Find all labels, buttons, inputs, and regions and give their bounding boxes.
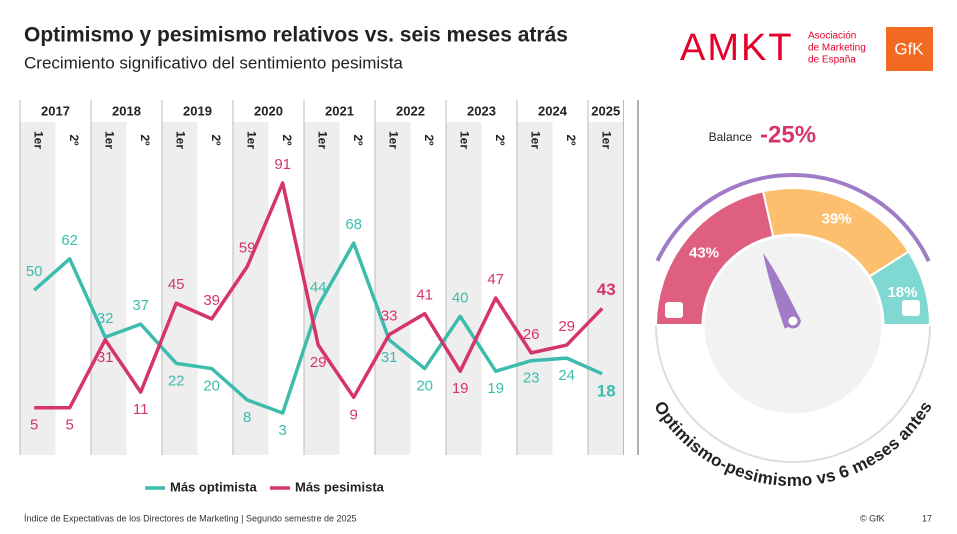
x-tick-label: 1er xyxy=(387,131,401,149)
legend-label: Más optimista xyxy=(170,479,257,494)
balance-value: -25% xyxy=(760,121,816,148)
data-label: 18 xyxy=(597,381,616,400)
x-tick-label: 2º xyxy=(422,134,436,146)
data-label: 39 xyxy=(203,292,220,309)
balance-title: Balance xyxy=(709,130,753,144)
segment-label: 43% xyxy=(689,245,719,262)
data-label: 62 xyxy=(61,232,78,249)
data-label: 20 xyxy=(203,378,220,395)
segment-label: 18% xyxy=(887,284,917,301)
data-label: 26 xyxy=(523,326,540,343)
group-label: 2021 xyxy=(325,103,354,118)
logo: AMKT xyxy=(680,27,794,69)
logo-text: de Marketing xyxy=(808,43,866,54)
data-label: 9 xyxy=(350,406,358,423)
footer-source: Índice de Expectativas de los Directores… xyxy=(24,513,357,523)
data-label: 47 xyxy=(487,271,504,288)
x-tick-label: 2º xyxy=(351,134,365,146)
gauge-frame xyxy=(655,324,931,463)
data-label: 22 xyxy=(168,372,185,389)
series-line xyxy=(34,181,604,410)
needle xyxy=(763,252,802,329)
data-label: 40 xyxy=(452,289,469,306)
data-label: 5 xyxy=(66,417,74,434)
data-label: 29 xyxy=(558,318,575,335)
subtitle: Crecimiento significativo del sentimient… xyxy=(24,53,403,72)
title: Optimismo y pesimismo relativos vs. seis… xyxy=(24,24,568,47)
data-label: 31 xyxy=(381,349,398,366)
column-shade xyxy=(446,122,482,455)
data-label: 59 xyxy=(239,240,256,257)
group-label: 2025 xyxy=(591,103,620,118)
column-shade xyxy=(162,122,198,455)
thumb-down xyxy=(665,302,683,318)
x-tick-label: 1er xyxy=(245,131,259,149)
group-label: 2023 xyxy=(467,103,496,118)
data-label: 91 xyxy=(274,156,291,173)
column-shade xyxy=(91,122,127,455)
data-label: 11 xyxy=(133,401,149,418)
x-tick-label: 1er xyxy=(458,131,472,149)
column-shade xyxy=(375,122,411,455)
x-tick-label: 1er xyxy=(529,131,543,149)
group-label: 2017 xyxy=(41,103,70,118)
data-label: 8 xyxy=(243,409,251,426)
column-shade xyxy=(304,122,340,455)
footer-copyright: © GfK xyxy=(860,513,885,523)
data-label: 3 xyxy=(279,422,287,439)
data-label: 45 xyxy=(168,276,185,293)
group-label: 2022 xyxy=(396,103,425,118)
data-label: 43 xyxy=(597,280,616,299)
x-tick-label: 2º xyxy=(138,134,152,146)
data-label: 44 xyxy=(310,279,327,296)
column-shade xyxy=(517,122,553,455)
x-tick-label: 2º xyxy=(209,134,223,146)
x-tick-label: 1er xyxy=(174,131,188,149)
gauge-chart: 43%39%18%Balance -25%Optimismo-pesimismo … xyxy=(650,121,936,490)
group-label: 2018 xyxy=(112,103,141,118)
segment-label: 39% xyxy=(822,211,852,228)
data-label: 29 xyxy=(310,354,327,371)
legend-label: Más pesimista xyxy=(295,479,385,494)
group-label: 2020 xyxy=(254,103,283,118)
x-tick-label: 1er xyxy=(103,131,117,149)
data-label: 5 xyxy=(30,417,38,434)
data-label: 37 xyxy=(132,297,149,314)
data-label: 41 xyxy=(416,287,433,304)
brand: GfK xyxy=(894,39,924,58)
data-label: 31 xyxy=(97,349,114,366)
needle-pivot xyxy=(785,313,801,329)
balance-arc xyxy=(655,173,931,262)
x-tick-label: 2º xyxy=(67,134,81,146)
x-tick-label: 1er xyxy=(316,131,330,149)
thumb-up xyxy=(902,300,920,316)
brand-box xyxy=(886,27,933,71)
data-label: 24 xyxy=(558,367,575,384)
data-label: 32 xyxy=(97,310,114,327)
x-tick-label: 1er xyxy=(32,131,46,149)
column-shade xyxy=(588,122,624,455)
page-number: 17 xyxy=(922,513,932,523)
data-label: 23 xyxy=(523,370,540,387)
x-tick-label: 1er xyxy=(600,131,614,149)
logo-text: Asociación xyxy=(808,31,856,42)
x-tick-label: 2º xyxy=(493,134,507,146)
group-label: 2019 xyxy=(183,103,212,118)
series-line xyxy=(33,241,603,415)
data-label: 33 xyxy=(381,308,398,325)
data-label: 68 xyxy=(345,216,362,233)
data-label: 19 xyxy=(487,380,504,397)
logo-text: de España xyxy=(808,55,856,66)
data-label: 19 xyxy=(452,380,469,397)
group-label: 2024 xyxy=(538,103,568,118)
line-chart: 1er 2º 1er 2º 1er 2º 1er 2º 1er 2º 1er 2º 1er 2º 1er 2º… xyxy=(19,100,624,494)
x-tick-label: 2º xyxy=(280,134,294,146)
data-label: 20 xyxy=(416,378,433,395)
data-label: 50 xyxy=(26,263,43,280)
x-tick-label: 2º xyxy=(564,134,578,146)
